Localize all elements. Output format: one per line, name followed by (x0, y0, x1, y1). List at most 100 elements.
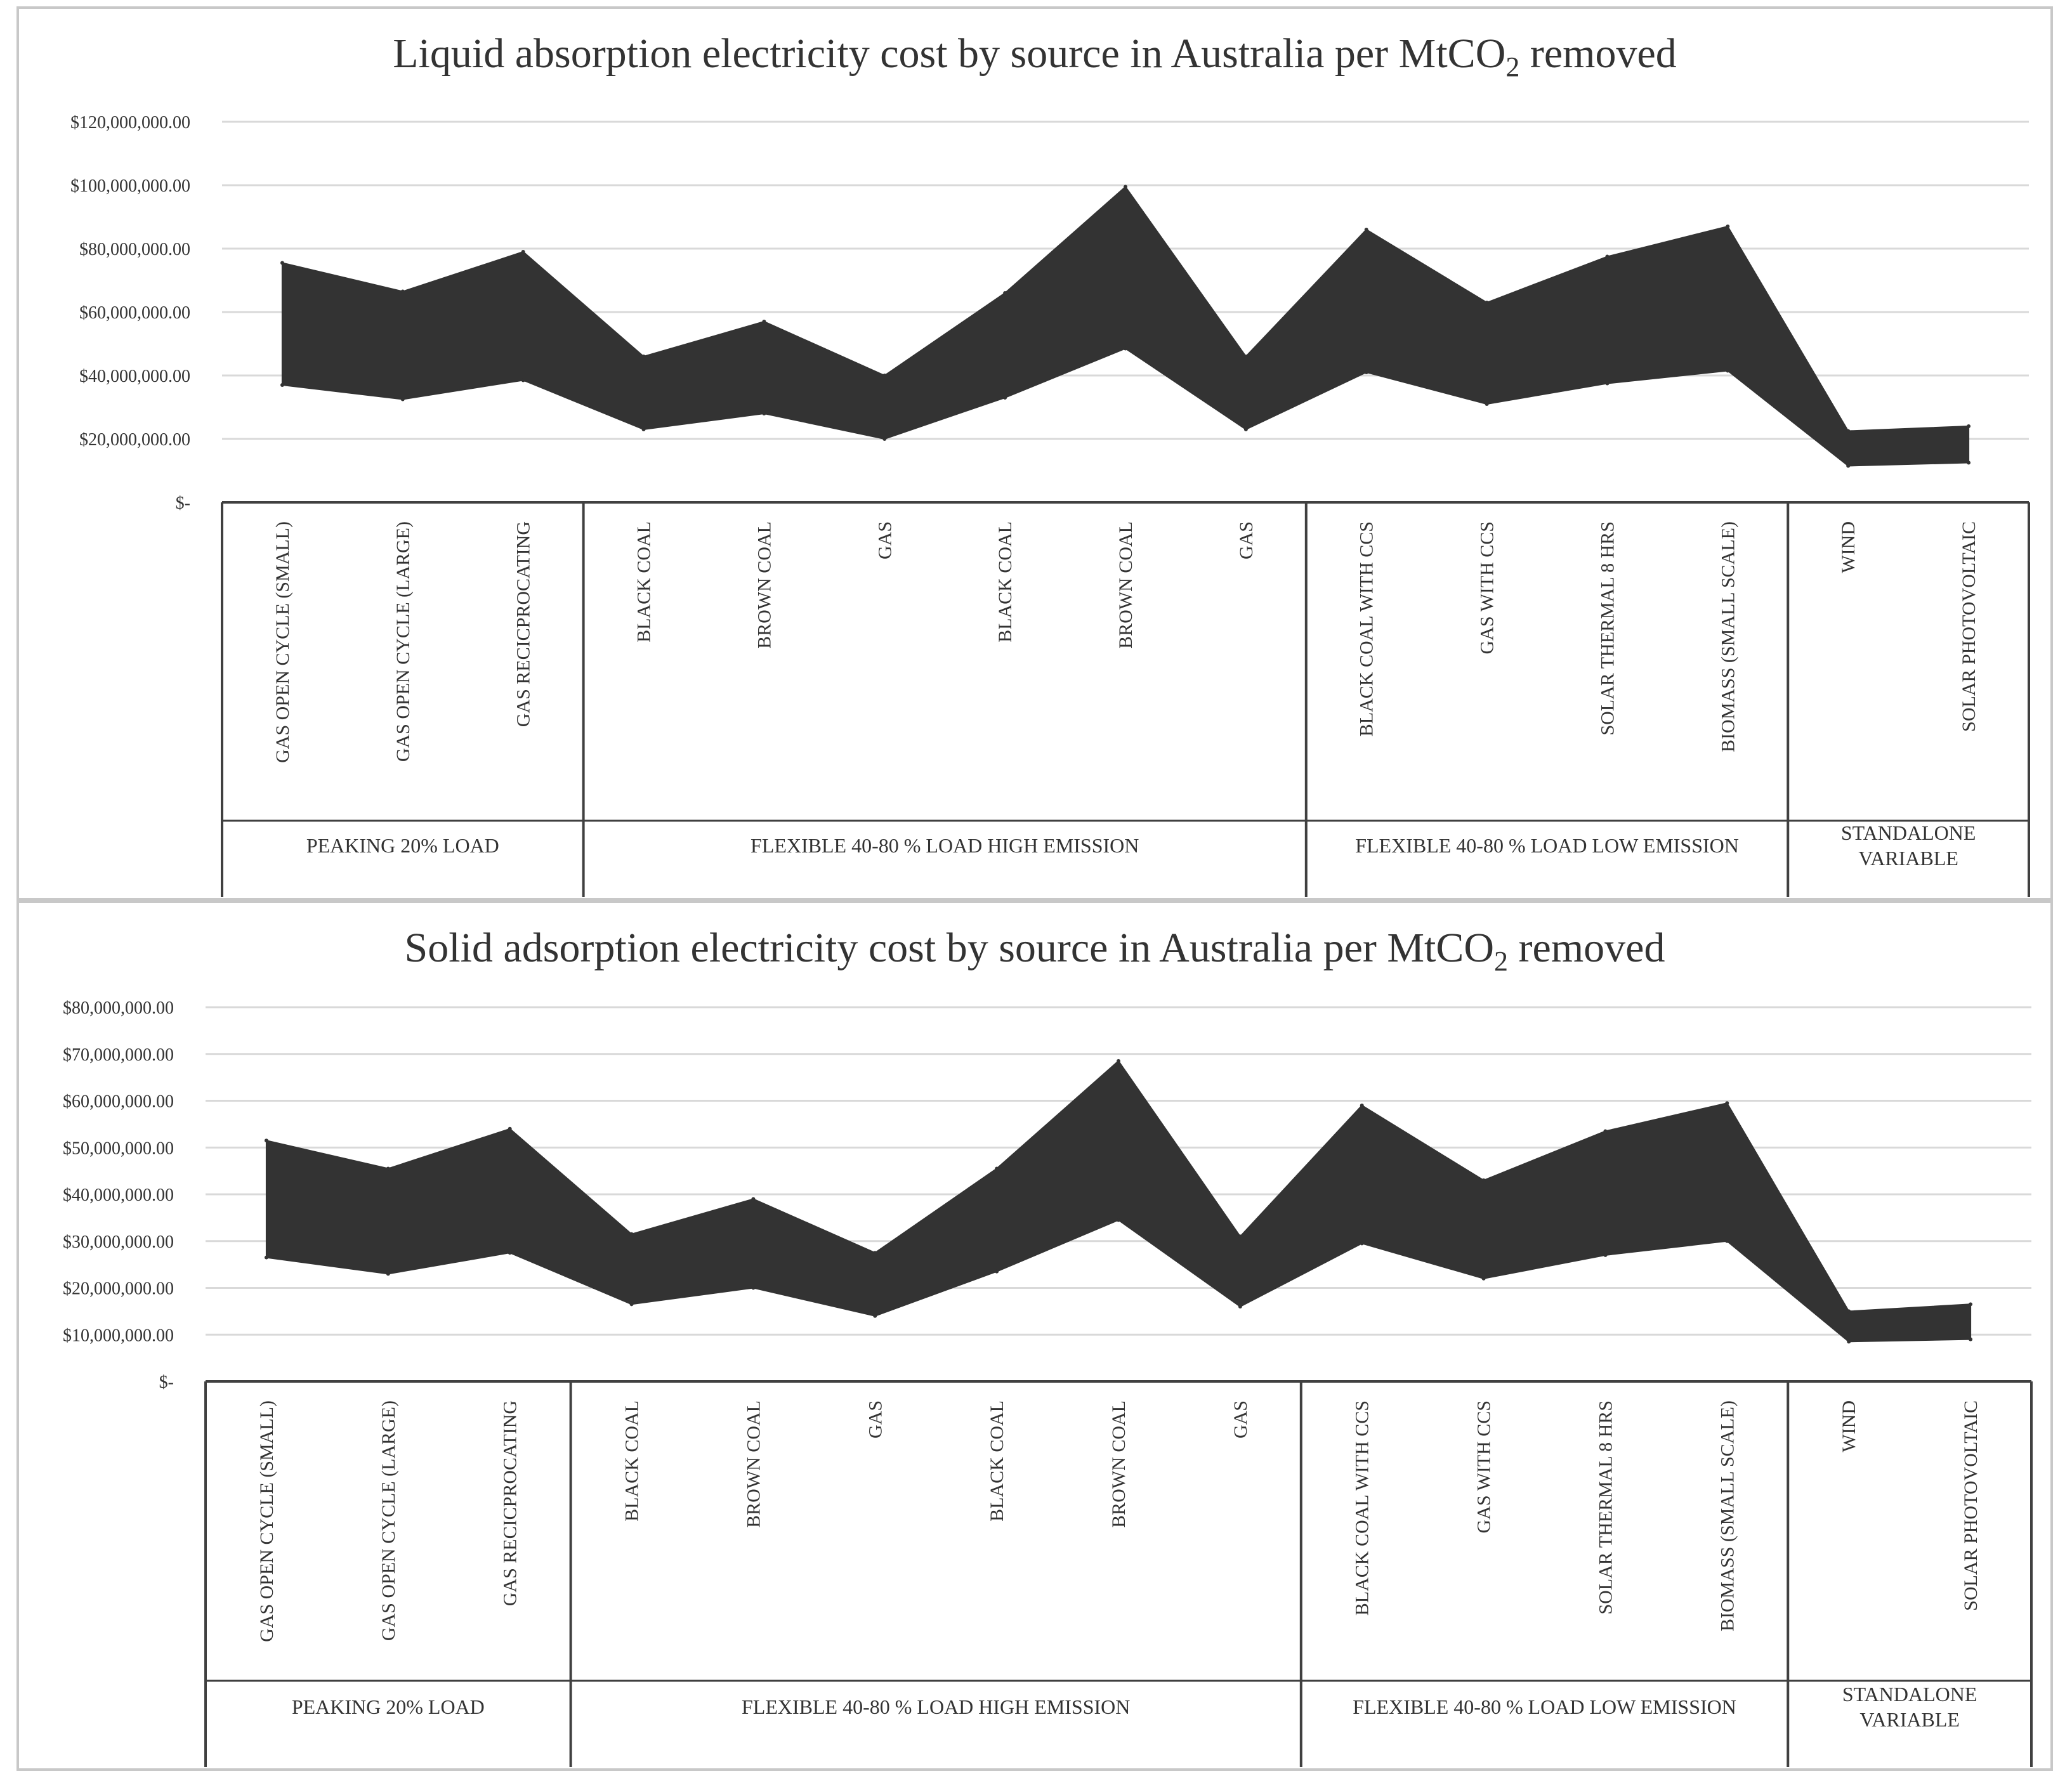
low-value-point (882, 437, 887, 441)
group-label: PEAKING 20% LOAD (292, 1695, 485, 1718)
high-value-point (1481, 1178, 1486, 1182)
group-label: PEAKING 20% LOAD (306, 834, 499, 857)
category-label: GAS OPEN CYCLE (LARGE) (393, 521, 414, 762)
high-value-point (1364, 228, 1368, 232)
group-label: FLEXIBLE 40-80 % LOAD LOW EMISSION (1355, 834, 1739, 857)
cost-range-area (265, 1060, 1972, 1343)
category-label: BLACK COAL (995, 521, 1016, 643)
solid-adsorption-chart: Solid adsorption electricity cost by sou… (63, 925, 2033, 1767)
category-label: BROWN COAL (743, 1400, 764, 1528)
low-value-point (521, 378, 525, 382)
low-value-point (1124, 346, 1127, 351)
category-label: BROWN COAL (754, 521, 775, 649)
category-label: WIND (1838, 521, 1859, 573)
category-label: BLACK COAL WITH CCS (1352, 1400, 1373, 1615)
low-value-point (1846, 464, 1851, 468)
y-tick-label: $20,000,000.00 (79, 430, 190, 450)
cost-range-area (281, 186, 1970, 467)
low-value-point (280, 383, 284, 387)
category-label: GAS WITH CCS (1477, 521, 1498, 654)
high-value-point (995, 1166, 999, 1171)
chart-title: Solid adsorption electricity cost by sou… (405, 925, 1665, 977)
category-label: BIOMASS (SMALL SCALE) (1717, 1400, 1738, 1631)
y-tick-label: $100,000,000.00 (70, 176, 190, 196)
high-value-point (400, 289, 405, 294)
low-value-point (400, 397, 405, 401)
category-label: BROWN COAL (1115, 521, 1136, 649)
category-label: WIND (1839, 1400, 1859, 1452)
high-value-point (1117, 1059, 1120, 1063)
category-label: BIOMASS (SMALL SCALE) (1717, 521, 1738, 752)
high-value-point (629, 1232, 634, 1236)
high-value-point (508, 1126, 512, 1131)
high-value-point (280, 261, 284, 265)
category-label: BLACK COAL (634, 521, 655, 643)
high-value-point (882, 374, 887, 377)
category-label: GAS (1230, 1400, 1251, 1438)
low-value-point (1603, 1253, 1608, 1257)
low-value-point (1605, 381, 1610, 386)
low-value-point (1360, 1241, 1364, 1246)
high-value-point (1725, 1101, 1729, 1106)
y-tick-label: $- (159, 1373, 174, 1392)
category-label: SOLAR PHOTOVOLTAIC (1958, 521, 1979, 732)
y-tick-label: $120,000,000.00 (70, 113, 190, 133)
high-value-point (1967, 424, 1971, 428)
low-value-point (641, 427, 646, 431)
y-tick-label: $40,000,000.00 (63, 1185, 174, 1205)
category-label: BLACK COAL (622, 1400, 643, 1522)
low-value-point (1847, 1340, 1851, 1344)
high-value-point (1360, 1103, 1364, 1107)
low-value-point (1725, 1239, 1729, 1243)
category-label: SOLAR PHOTOVOLTAIC (1960, 1400, 1981, 1611)
low-value-point (762, 412, 766, 415)
high-value-point (1726, 225, 1730, 228)
category-label: GAS OPEN CYCLE (LARGE) (378, 1400, 399, 1641)
y-tick-label: $- (176, 493, 190, 513)
high-value-point (1969, 1302, 1973, 1307)
category-label: GAS WITH CCS (1474, 1400, 1495, 1533)
y-tick-label: $80,000,000.00 (79, 240, 190, 259)
category-label: BLACK COAL (987, 1400, 1007, 1522)
high-value-point (762, 320, 766, 323)
category-label: GAS OPEN CYCLE (SMALL) (256, 1400, 277, 1642)
high-value-point (1243, 355, 1248, 358)
category-label: GAS (865, 1400, 886, 1438)
liquid-absorption-chart-panel: Liquid absorption electricity cost by so… (16, 6, 2053, 901)
y-tick-label: $80,000,000.00 (63, 998, 174, 1018)
liquid-absorption-chart: Liquid absorption electricity cost by so… (70, 30, 2030, 897)
y-tick-label: $10,000,000.00 (63, 1326, 174, 1345)
category-label: GAS RECICPROCATING (500, 1400, 521, 1606)
high-value-point (521, 250, 525, 254)
low-value-point (1003, 396, 1007, 400)
high-value-point (1847, 1309, 1851, 1314)
low-value-point (629, 1302, 634, 1307)
low-value-point (1969, 1337, 1973, 1341)
group-label: FLEXIBLE 40-80 % LOAD LOW EMISSION (1353, 1695, 1736, 1718)
high-value-point (1485, 301, 1489, 304)
group-label: STANDALONE VARIABLE (1841, 821, 1976, 870)
high-value-point (751, 1197, 756, 1201)
high-value-point (873, 1251, 877, 1255)
y-tick-label: $50,000,000.00 (63, 1138, 174, 1158)
category-label: SOLAR THERMAL 8 HRS (1597, 521, 1618, 736)
category-label: BROWN COAL (1108, 1400, 1129, 1528)
group-label: STANDALONE VARIABLE (1842, 1683, 1977, 1731)
y-tick-label: $20,000,000.00 (63, 1279, 174, 1299)
high-value-point (641, 355, 646, 358)
high-value-point (264, 1138, 268, 1143)
category-label: BLACK COAL WITH CCS (1356, 521, 1377, 736)
chart-title: Liquid absorption electricity cost by so… (393, 30, 1677, 82)
high-value-point (1846, 429, 1851, 433)
high-value-point (1003, 291, 1007, 295)
high-value-point (1124, 185, 1127, 189)
high-value-point (1603, 1129, 1608, 1133)
y-tick-label: $70,000,000.00 (63, 1045, 174, 1065)
category-label: SOLAR THERMAL 8 HRS (1595, 1400, 1616, 1615)
category-label: GAS (1236, 521, 1257, 559)
low-value-point (1364, 370, 1368, 374)
low-value-point (1117, 1218, 1120, 1222)
low-value-point (1726, 369, 1730, 373)
low-value-point (751, 1286, 756, 1290)
y-tick-label: $40,000,000.00 (79, 367, 190, 386)
